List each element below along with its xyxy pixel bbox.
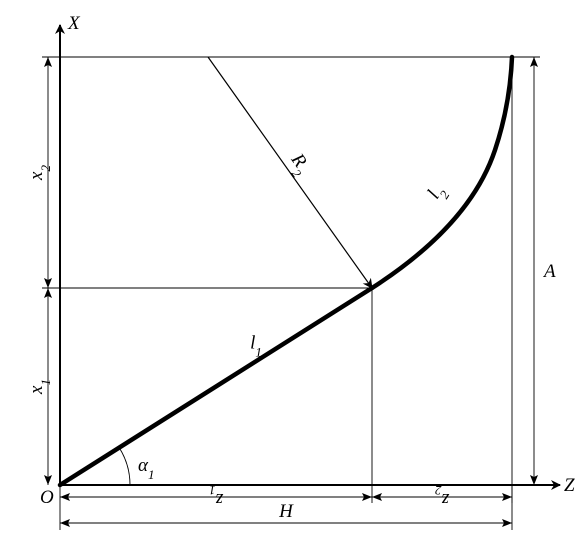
axes — [60, 25, 560, 485]
geometry-diagram: X Z O A Hz1 z2 x1 x2 l1 l2 R2 α1 — [0, 0, 587, 536]
svg-text:x2: x2 — [26, 165, 53, 181]
dimension-lines — [48, 57, 534, 523]
svg-text:x1: x1 — [26, 379, 53, 395]
labels: X Z O A Hz1 z2 x1 x2 l1 l2 R2 α1 — [26, 13, 575, 522]
svg-text:X: X — [67, 13, 81, 34]
svg-text:H: H — [278, 501, 294, 522]
svg-text:α1: α1 — [138, 455, 154, 482]
construction-lines — [42, 57, 540, 530]
main-curve — [60, 57, 512, 485]
svg-text:l1: l1 — [250, 333, 262, 360]
svg-text:l2: l2 — [423, 181, 452, 205]
svg-text:z2: z2 — [435, 484, 450, 511]
svg-text:O: O — [40, 487, 54, 508]
angle-arc — [119, 448, 130, 485]
svg-text:z1: z1 — [209, 484, 224, 511]
r2-radius-line — [208, 57, 372, 288]
svg-text:Z: Z — [564, 475, 575, 496]
svg-text:R2: R2 — [282, 149, 315, 180]
svg-text:A: A — [542, 261, 556, 282]
